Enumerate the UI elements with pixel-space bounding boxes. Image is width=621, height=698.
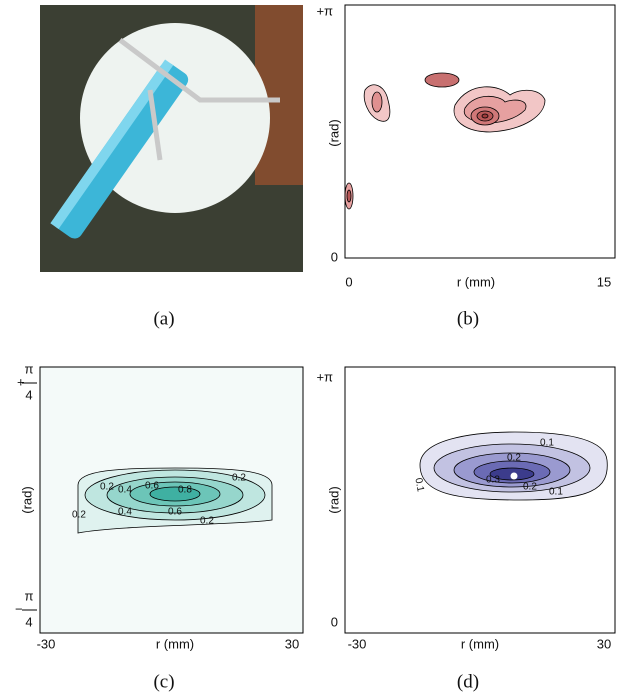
y-axis-title: (rad): [326, 486, 341, 513]
contour-label: 0.4: [118, 507, 132, 518]
contour-label: 0.1: [540, 438, 554, 449]
contour-label: 0.3: [486, 475, 500, 486]
caption: (c): [153, 671, 174, 692]
caption: (d): [457, 671, 479, 692]
contour-label: 0.2: [200, 516, 214, 527]
y-axis-title: (rad): [19, 486, 34, 513]
tick-sign: +: [17, 374, 25, 389]
contours: [345, 73, 545, 209]
y-axis-title: (rad): [326, 119, 341, 146]
x-tick-label: 30: [597, 636, 611, 651]
x-axis-title: r (mm): [461, 636, 499, 651]
y-tick-label: 0: [331, 249, 338, 264]
tick-denominator: 4: [25, 614, 32, 629]
y-tick-label: 0: [331, 614, 338, 629]
x-axis-title: r (mm): [156, 636, 194, 651]
x-tick-label: -30: [37, 636, 56, 651]
y-tick-label: +π: [316, 3, 333, 18]
x-axis-title: r (mm): [457, 274, 495, 289]
caption: (a): [153, 308, 174, 329]
tick-numerator: π: [25, 361, 34, 376]
x-tick-label: 0: [345, 274, 352, 289]
contour-label: 0.1: [549, 487, 563, 498]
y-tick-label: + π 4: [17, 361, 37, 402]
x-tick-label: -30: [348, 636, 367, 651]
contours: [420, 432, 607, 500]
contour-label: 0.4: [118, 485, 132, 496]
contour-label: 0.2: [507, 453, 521, 464]
x-tick-label: 15: [597, 274, 611, 289]
tick-numerator: π: [25, 588, 34, 603]
caption: (b): [457, 308, 479, 329]
tick-denominator: 4: [25, 387, 32, 402]
contour-label: 0.8: [178, 485, 192, 496]
tick-sign: −: [15, 601, 23, 616]
y-tick-label: − π 4: [15, 588, 37, 629]
contour-label: 0.1: [412, 477, 425, 493]
figure: (a) +π 0 0 15 r (mm) (rad) (b) 0.2 0.4 0…: [0, 0, 621, 698]
y-tick-label: +π: [316, 369, 333, 384]
plot-frame: [345, 367, 615, 633]
contour-label: 0.2: [523, 482, 537, 493]
contour-label: 0.2: [232, 473, 246, 484]
x-tick-label: 30: [285, 636, 299, 651]
contour-label: 0.6: [168, 507, 182, 518]
contour-label: 0.2: [100, 482, 114, 493]
contour-label: 0.2: [72, 510, 86, 521]
photo: [40, 5, 303, 272]
contour-label: 0.6: [145, 481, 159, 492]
